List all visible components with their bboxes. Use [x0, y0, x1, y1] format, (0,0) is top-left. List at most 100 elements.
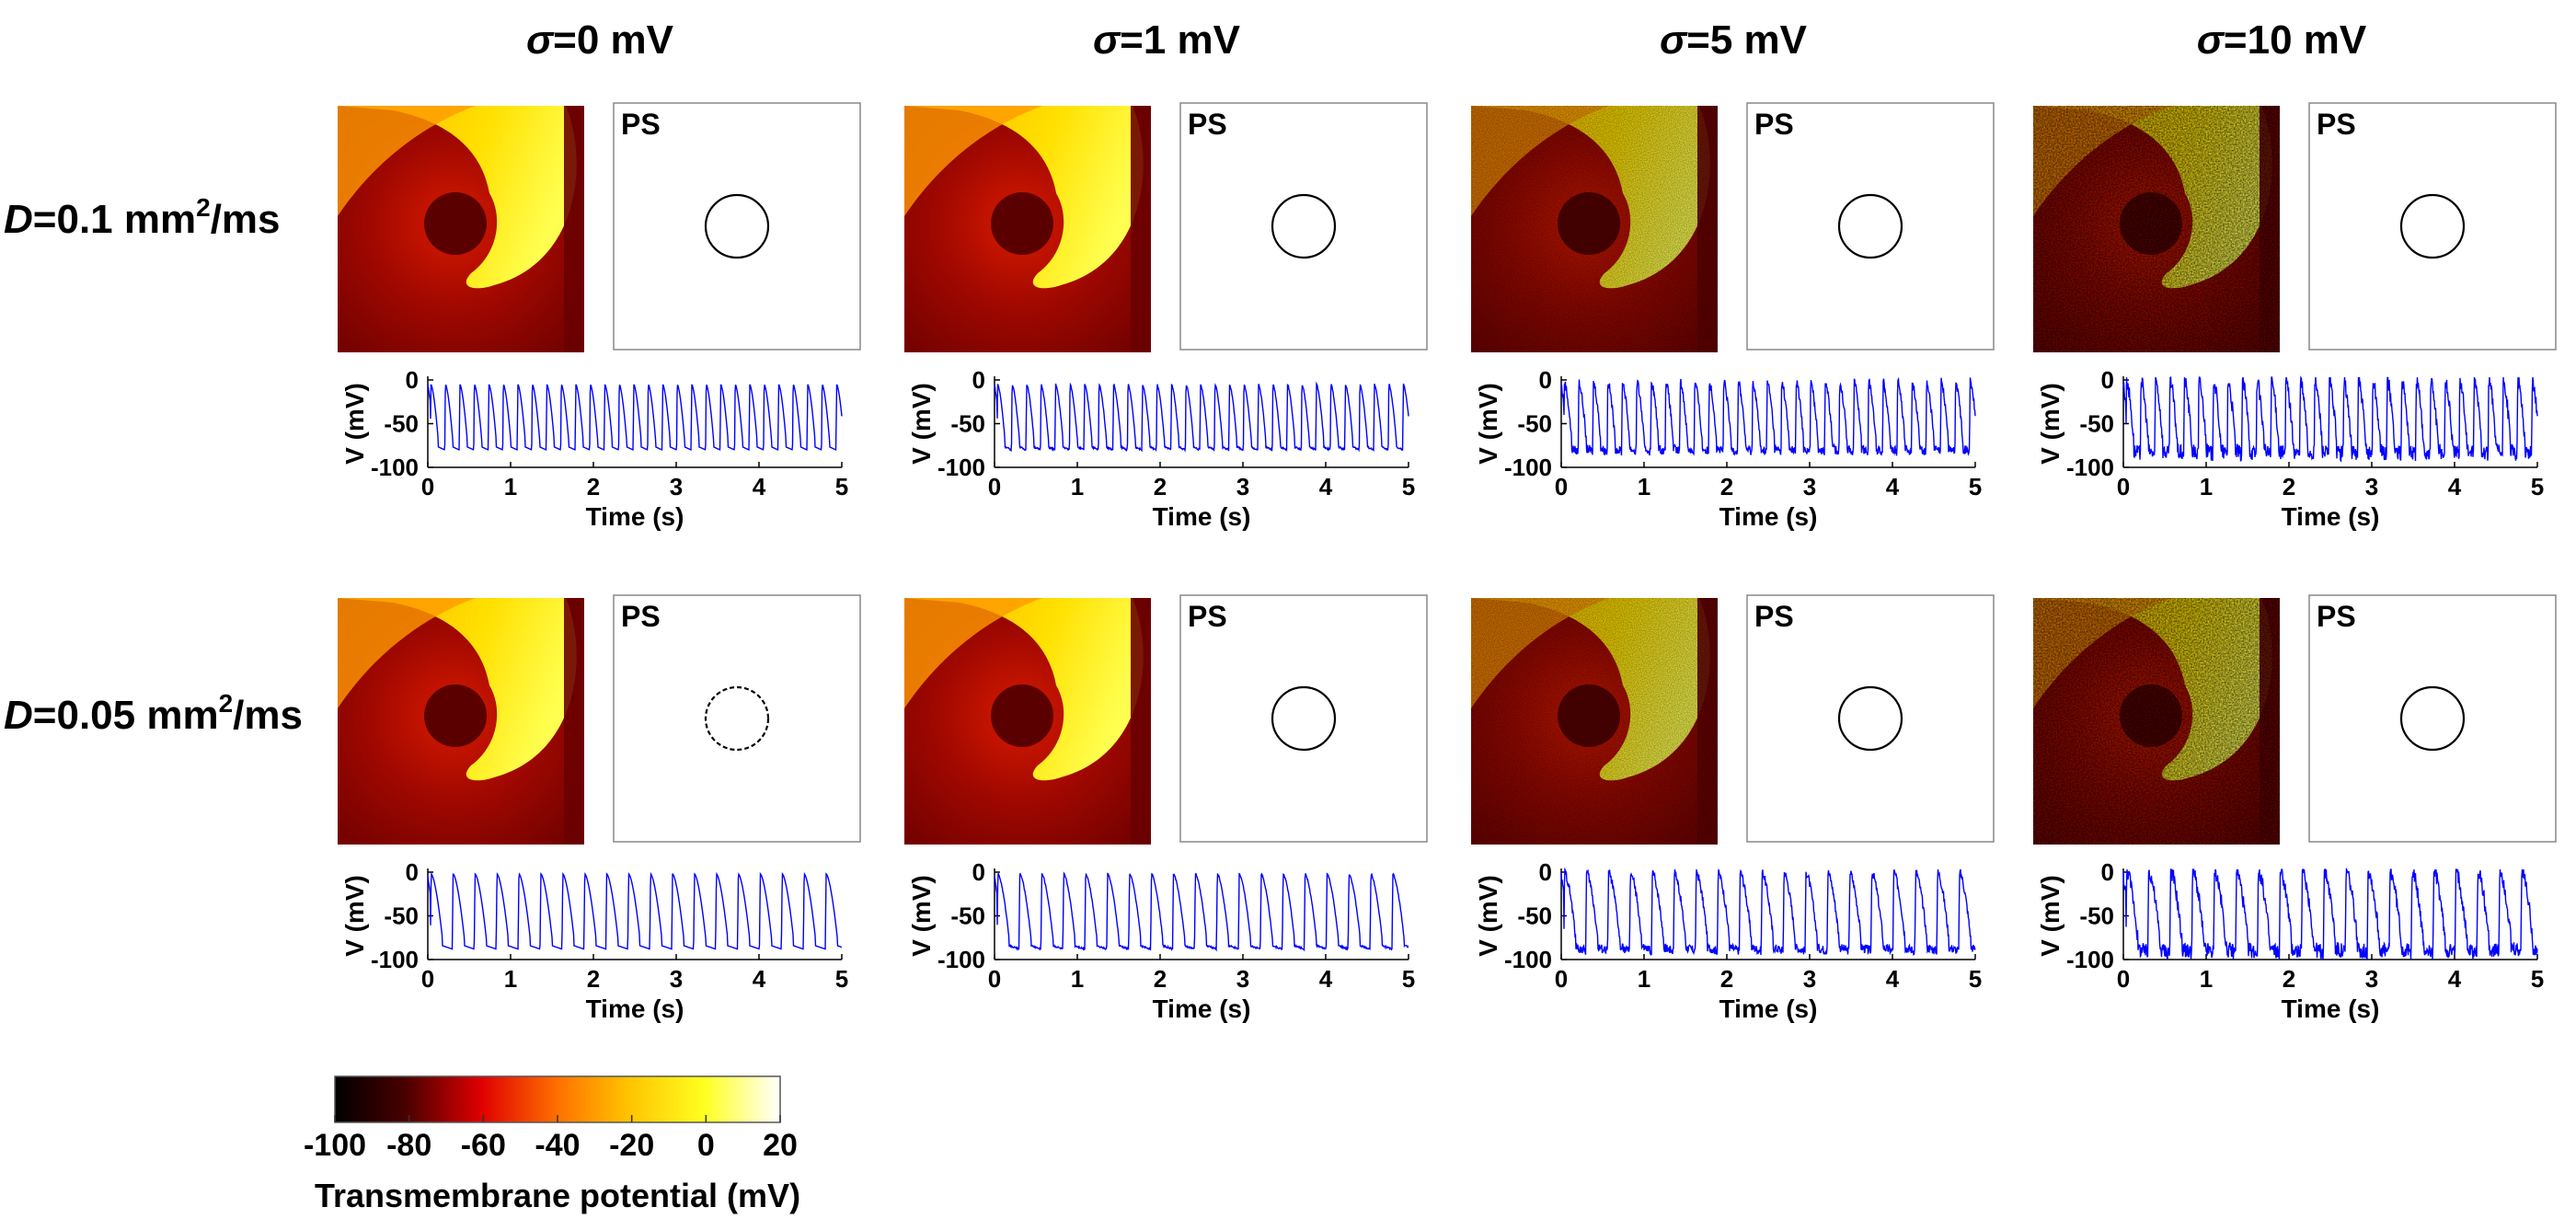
- trace-y-tick-label: -100: [371, 454, 419, 481]
- trace-x-tick-label: 1: [2200, 965, 2213, 993]
- trace-x-tick-label: 5: [835, 473, 848, 500]
- snapshot-noise-overlay: [2033, 598, 2280, 845]
- membrane-potential-trace: [1560, 376, 1976, 456]
- phase-singularity-trajectory: [2399, 193, 2466, 259]
- trace-x-tick-label: 3: [1803, 965, 1816, 993]
- trace-x-tick-label: 4: [2448, 473, 2462, 500]
- colorbar-tick-label: -20: [609, 1128, 654, 1163]
- trace-x-tick-label: 2: [1720, 473, 1733, 500]
- phase-singularity-trajectory: [1837, 685, 1903, 752]
- trace-x-tick-label: 1: [1071, 473, 1084, 500]
- membrane-potential-trace: [994, 381, 1409, 453]
- membrane-potential-trace: [427, 871, 843, 950]
- phase-singularity-trajectory: [1271, 193, 1337, 259]
- trace-x-tick-label: 0: [1555, 473, 1568, 500]
- colorbar-title: Transmembrane potential (mV): [315, 1177, 800, 1214]
- spiral-wave-tail: [904, 598, 1042, 708]
- ps-panel-frame: [613, 594, 861, 843]
- column-header-sigma-5: σ=5 mV: [1660, 17, 1808, 63]
- trace-x-tick-label: 2: [1720, 965, 1733, 993]
- trace-y-tick-label: -100: [371, 946, 419, 973]
- trace-x-tick-label: 1: [1638, 965, 1650, 993]
- phase-singularity-trajectory: [704, 193, 770, 259]
- spiral-core: [424, 684, 487, 747]
- trace-y-axis-label: V (mV): [907, 875, 936, 957]
- phase-singularity-trajectory: [2399, 685, 2466, 752]
- trace-y-tick-label: 0: [406, 366, 419, 394]
- column-headers: σ=0 mV σ=1 mV σ=5 mV σ=10 mV: [526, 17, 2367, 63]
- spiral-wave-edge: [1131, 106, 1151, 352]
- trace-x-axis-label: Time (s): [1719, 502, 1818, 531]
- spiral-core: [424, 192, 487, 255]
- membrane-potential-trace: [2122, 375, 2538, 463]
- ps-label: PS: [621, 600, 661, 633]
- trace-x-tick-label: 0: [1555, 965, 1568, 993]
- spiral-wave-tail: [338, 106, 476, 216]
- trace-y-tick-label: -50: [950, 902, 985, 930]
- snapshot-noise-overlay: [1471, 106, 1718, 352]
- trace-x-tick-label: 3: [670, 965, 683, 993]
- trace-x-axis-label: Time (s): [2282, 994, 2380, 1023]
- trace-x-tick-label: 4: [2448, 965, 2462, 993]
- trace-x-tick-label: 5: [1402, 965, 1415, 993]
- trace-y-tick-label: -100: [1504, 946, 1552, 973]
- trace-x-tick-label: 2: [2283, 965, 2295, 993]
- trace-x-axis-label: Time (s): [1153, 994, 1251, 1023]
- column-header-sigma-0: σ=0 mV: [526, 17, 674, 63]
- trace-y-tick-label: -50: [950, 410, 985, 438]
- trace-y-tick-label: -50: [2079, 902, 2114, 930]
- ps-label: PS: [621, 108, 661, 141]
- trace-x-tick-label: 1: [504, 473, 517, 500]
- trace-y-tick-label: -50: [384, 902, 419, 930]
- colorbar-ticks: -100 -80 -60 -40 -20 0 20: [304, 1115, 798, 1163]
- trace-x-tick-label: 2: [1154, 473, 1167, 500]
- trace-y-tick-label: 0: [406, 858, 419, 886]
- spiral-wave-tail: [904, 106, 1042, 216]
- trace-y-axis-label: V (mV): [2036, 383, 2064, 465]
- colorbar-tick-label: -80: [386, 1128, 431, 1163]
- trace-x-tick-label: 3: [2365, 965, 2378, 993]
- membrane-potential-trace: [427, 384, 843, 451]
- trace-x-axis-label: Time (s): [1153, 502, 1251, 531]
- row-labels: D=0.1 mm2/ms D=0.05 mm2/ms: [4, 193, 303, 738]
- ps-label: PS: [1188, 108, 1227, 141]
- trace-x-tick-label: 0: [988, 965, 1001, 993]
- trace-y-tick-label: -100: [2066, 946, 2114, 973]
- trace-y-tick-label: -100: [937, 454, 985, 481]
- trace-x-tick-label: 5: [1969, 473, 1982, 500]
- ps-label: PS: [1188, 600, 1227, 633]
- ps-panel-frame: [1746, 594, 1995, 843]
- trace-x-tick-label: 3: [1236, 965, 1249, 993]
- ps-label: PS: [2317, 108, 2356, 141]
- trace-x-tick-label: 4: [1886, 473, 1900, 500]
- phase-singularity-trajectory: [1837, 193, 1903, 259]
- trace-y-tick-label: 0: [2101, 858, 2114, 886]
- trace-x-axis-label: Time (s): [586, 502, 684, 531]
- ps-label: PS: [1754, 108, 1794, 141]
- trace-y-axis-label: V (mV): [1474, 875, 1502, 957]
- column-header-sigma-1: σ=1 mV: [1093, 17, 1241, 63]
- trace-y-tick-label: 0: [1539, 366, 1552, 394]
- trace-x-tick-label: 1: [1071, 965, 1084, 993]
- phase-singularity-trajectory: [704, 685, 770, 752]
- ps-label: PS: [2317, 600, 2356, 633]
- ps-panel-frame: [1179, 102, 1428, 351]
- trace-x-tick-label: 3: [1803, 473, 1816, 500]
- trace-y-tick-label: 0: [972, 366, 985, 394]
- trace-x-tick-label: 3: [2365, 473, 2378, 500]
- snapshot-noise-overlay: [2033, 106, 2280, 352]
- ps-panel-frame: [613, 102, 861, 351]
- colorbar-tick-label: 20: [763, 1128, 798, 1163]
- trace-x-tick-label: 5: [835, 965, 848, 993]
- spiral-wave-edge: [1131, 598, 1151, 845]
- trace-x-tick-label: 3: [1236, 473, 1249, 500]
- ps-panel-frame: [2308, 102, 2557, 351]
- row-label-d-0.1: D=0.1 mm2/ms: [4, 193, 281, 242]
- membrane-potential-trace: [994, 871, 1409, 952]
- column-header-sigma-10: σ=10 mV: [2197, 17, 2367, 63]
- spiral-core: [991, 192, 1053, 255]
- trace-x-tick-label: 2: [587, 473, 600, 500]
